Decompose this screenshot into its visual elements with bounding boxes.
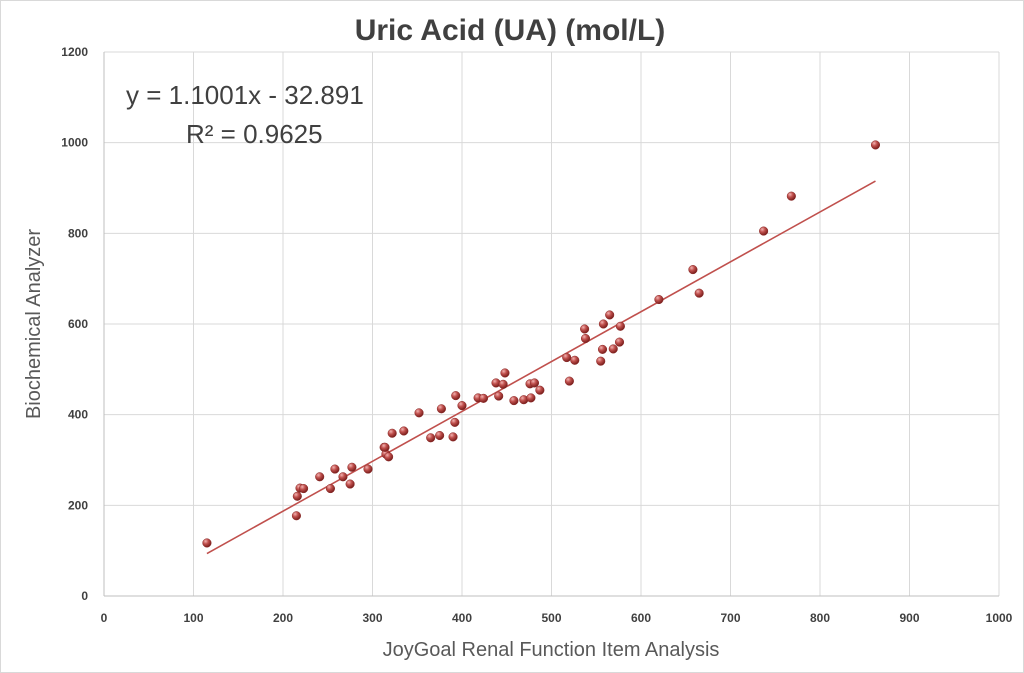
data-point xyxy=(526,393,536,403)
y-tick-label: 1200 xyxy=(61,45,88,59)
data-point xyxy=(399,426,409,436)
r-squared-label: R² = 0.9625 xyxy=(186,119,323,149)
data-point xyxy=(325,484,335,494)
data-point xyxy=(347,462,357,472)
chart-title: Uric Acid (UA) (mol/L) xyxy=(355,14,666,47)
data-point xyxy=(291,511,301,521)
y-tick-label: 0 xyxy=(81,589,88,603)
trendline-layer xyxy=(206,180,876,555)
x-tick-label: 1000 xyxy=(986,611,1013,625)
data-point xyxy=(562,352,572,363)
y-tick-label: 200 xyxy=(68,498,88,512)
x-tick-label: 700 xyxy=(720,611,740,625)
y-tick-label: 400 xyxy=(68,408,88,422)
data-point xyxy=(202,538,212,548)
trendline-equation: y = 1.1001x - 32.891 xyxy=(126,80,364,110)
data-point xyxy=(450,417,460,427)
data-point xyxy=(529,378,540,388)
y-tick-label: 1000 xyxy=(61,136,88,150)
data-point xyxy=(292,491,302,501)
data-point xyxy=(694,288,704,298)
tick-labels: 0 100 200 300 400 500 600 700 800 900 1000 0 200 400 6… xyxy=(61,45,1012,625)
x-tick-label: 400 xyxy=(452,611,472,625)
data-point xyxy=(759,226,769,236)
data-point xyxy=(500,368,510,378)
y-tick-label: 600 xyxy=(68,317,88,331)
x-tick-label: 900 xyxy=(899,611,919,625)
data-point xyxy=(498,379,508,389)
y-axis-label: Biochemical Analyzer xyxy=(23,229,45,419)
x-tick-label: 800 xyxy=(810,611,830,625)
data-points xyxy=(202,140,881,548)
x-axis-label: JoyGoal Renal Function Item Analysis xyxy=(383,639,720,661)
gridlines xyxy=(104,51,1000,596)
y-tick-label: 800 xyxy=(68,226,88,240)
data-point xyxy=(535,385,545,395)
x-tick-label: 300 xyxy=(362,611,382,625)
data-point xyxy=(363,464,373,474)
data-point xyxy=(387,428,397,438)
trendline xyxy=(206,180,876,555)
data-point xyxy=(786,191,796,201)
x-tick-label: 200 xyxy=(273,611,293,625)
data-point xyxy=(570,355,580,365)
data-point xyxy=(597,344,608,354)
data-point xyxy=(615,321,625,331)
data-point xyxy=(605,310,615,320)
data-point xyxy=(436,404,446,414)
x-tick-label: 500 xyxy=(541,611,561,625)
data-point xyxy=(299,484,309,494)
axes xyxy=(103,52,999,597)
data-point xyxy=(330,464,340,474)
x-tick-label: 0 xyxy=(101,611,108,625)
data-point xyxy=(478,393,489,403)
data-point xyxy=(654,294,664,305)
data-point xyxy=(509,396,519,406)
data-point xyxy=(448,432,458,442)
data-point xyxy=(494,391,504,401)
data-point xyxy=(414,408,424,418)
data-point xyxy=(380,442,390,452)
data-point xyxy=(451,391,461,401)
data-point xyxy=(457,401,467,411)
data-point xyxy=(338,472,348,482)
data-point xyxy=(315,472,325,482)
data-point xyxy=(598,319,608,329)
data-point xyxy=(426,433,436,443)
data-point xyxy=(384,452,394,462)
data-point xyxy=(688,265,698,275)
data-point xyxy=(435,430,445,441)
data-point xyxy=(596,356,606,366)
data-point xyxy=(345,479,355,489)
data-point xyxy=(580,324,590,334)
data-point xyxy=(564,376,574,386)
x-tick-label: 600 xyxy=(631,611,651,625)
data-point xyxy=(614,337,625,347)
data-point xyxy=(870,140,881,150)
data-point xyxy=(608,344,618,354)
data-point xyxy=(580,333,591,344)
x-tick-label: 100 xyxy=(183,611,203,625)
